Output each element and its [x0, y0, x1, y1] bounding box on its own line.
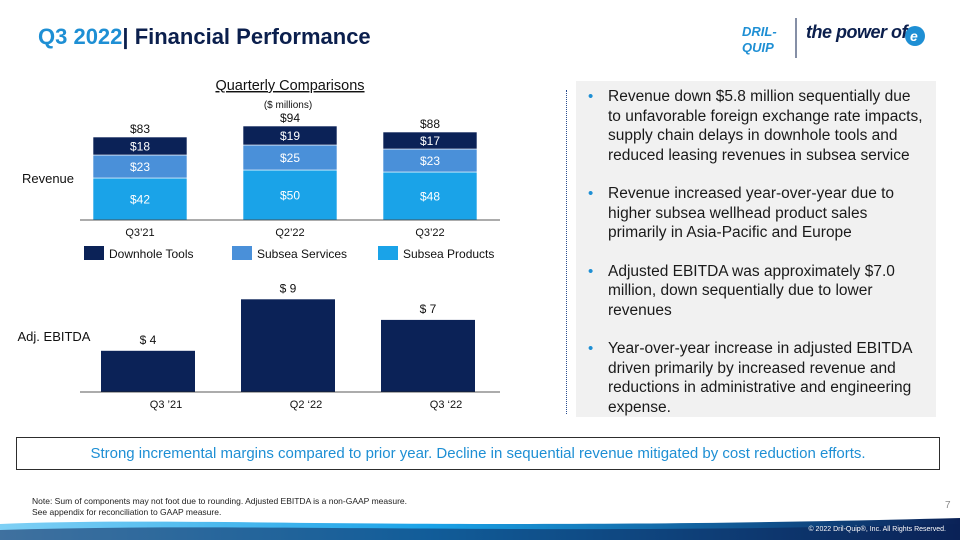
footer-wave	[0, 518, 960, 540]
company-logo: DRIL- QUIP e the power of	[740, 16, 932, 60]
ebitda-value-label: $ 7	[420, 302, 437, 316]
revenue-bar-segment	[382, 131, 478, 150]
title-separator: |	[122, 24, 129, 49]
charts-svg: Quarterly Comparisons ($ millions) Revenue…	[18, 78, 500, 411]
bar-total-label: $83	[130, 122, 150, 136]
title-text: Financial Performance	[134, 24, 371, 49]
logo-mark-bottom: QUIP	[742, 40, 774, 55]
logo-tagline: the power of	[806, 22, 908, 42]
legend-swatch	[232, 246, 252, 260]
chart-title: Quarterly Comparisons	[215, 78, 364, 94]
bullet-item: Year-over-year increase in adjusted EBIT…	[586, 339, 926, 417]
bar-value-label: $18	[130, 140, 150, 154]
x-tick-label: Q3’21	[125, 227, 154, 239]
revenue-bar-segment	[242, 125, 338, 146]
ebitda-value-label: $ 4	[140, 333, 157, 347]
svg-text:e: e	[910, 28, 918, 44]
bullet-item: Revenue increased year-over-year due to …	[586, 184, 926, 243]
ebitda-bar	[381, 319, 475, 392]
bar-value-label: $23	[130, 160, 150, 174]
logo-mark-icon: DRIL- QUIP e	[742, 18, 925, 58]
summary-banner: Strong incremental margins compared to p…	[16, 437, 940, 470]
charts-panel: Quarterly Comparisons ($ millions) Revenue…	[0, 70, 560, 430]
chart-subtitle: ($ millions)	[264, 100, 312, 111]
commentary-panel: Revenue down $5.8 million sequentially d…	[576, 81, 936, 417]
ebitda-bar	[241, 299, 335, 392]
legend-swatch	[378, 246, 398, 260]
footnote-line: See appendix for reconciliation to GAAP …	[32, 507, 222, 517]
bullet-item: Adjusted EBITDA was approximately $7.0 m…	[586, 262, 926, 321]
legend-label: Subsea Services	[257, 247, 347, 261]
revenue-bar-segment	[242, 144, 338, 171]
revenue-bar-segment	[382, 171, 478, 221]
bar-value-label: $25	[280, 151, 300, 165]
bar-value-label: $50	[280, 189, 300, 203]
x-tick-label: Q2’22	[275, 227, 304, 239]
footnote: Note: Sum of components may not foot due…	[32, 496, 407, 518]
bar-value-label: $19	[280, 129, 300, 143]
logo-e-icon	[905, 26, 925, 46]
bar-value-label: $42	[130, 193, 150, 207]
revenue-bar-segment	[92, 136, 188, 156]
copyright-text: © 2022 Dril-Quip®, Inc. All Rights Reser…	[808, 526, 946, 533]
logo-mark-top: DRIL-	[742, 24, 777, 39]
revenue-axis-label: Revenue	[22, 171, 74, 186]
footnote-line: Note: Sum of components may not foot due…	[32, 496, 407, 506]
ebitda-value-label: $ 9	[280, 281, 297, 295]
bar-value-label: $23	[420, 154, 440, 168]
x-tick-label: Q3’22	[415, 227, 444, 239]
bullet-item: Revenue down $5.8 million sequentially d…	[586, 87, 926, 165]
page-title: Q3 2022| Financial Performance	[38, 24, 371, 50]
bar-total-label: $88	[420, 117, 440, 131]
revenue-bar-segment	[242, 169, 338, 221]
bar-value-label: $17	[420, 134, 440, 148]
legend-swatch	[84, 246, 104, 260]
title-period: Q3 2022	[38, 24, 123, 49]
page-number: 7	[945, 500, 951, 511]
panel-divider	[566, 90, 567, 414]
x-tick-label: Q3 ’21	[150, 399, 182, 411]
bar-value-label: $48	[420, 190, 440, 204]
ebitda-bar	[101, 350, 195, 392]
ebitda-axis-label: Adj. EBITDA	[18, 329, 91, 344]
x-tick-label: Q2 ‘22	[290, 399, 322, 411]
legend-label: Subsea Products	[403, 247, 494, 261]
bar-total-label: $94	[280, 111, 300, 125]
legend-label: Downhole Tools	[109, 247, 194, 261]
x-tick-label: Q3 ‘22	[430, 399, 462, 411]
